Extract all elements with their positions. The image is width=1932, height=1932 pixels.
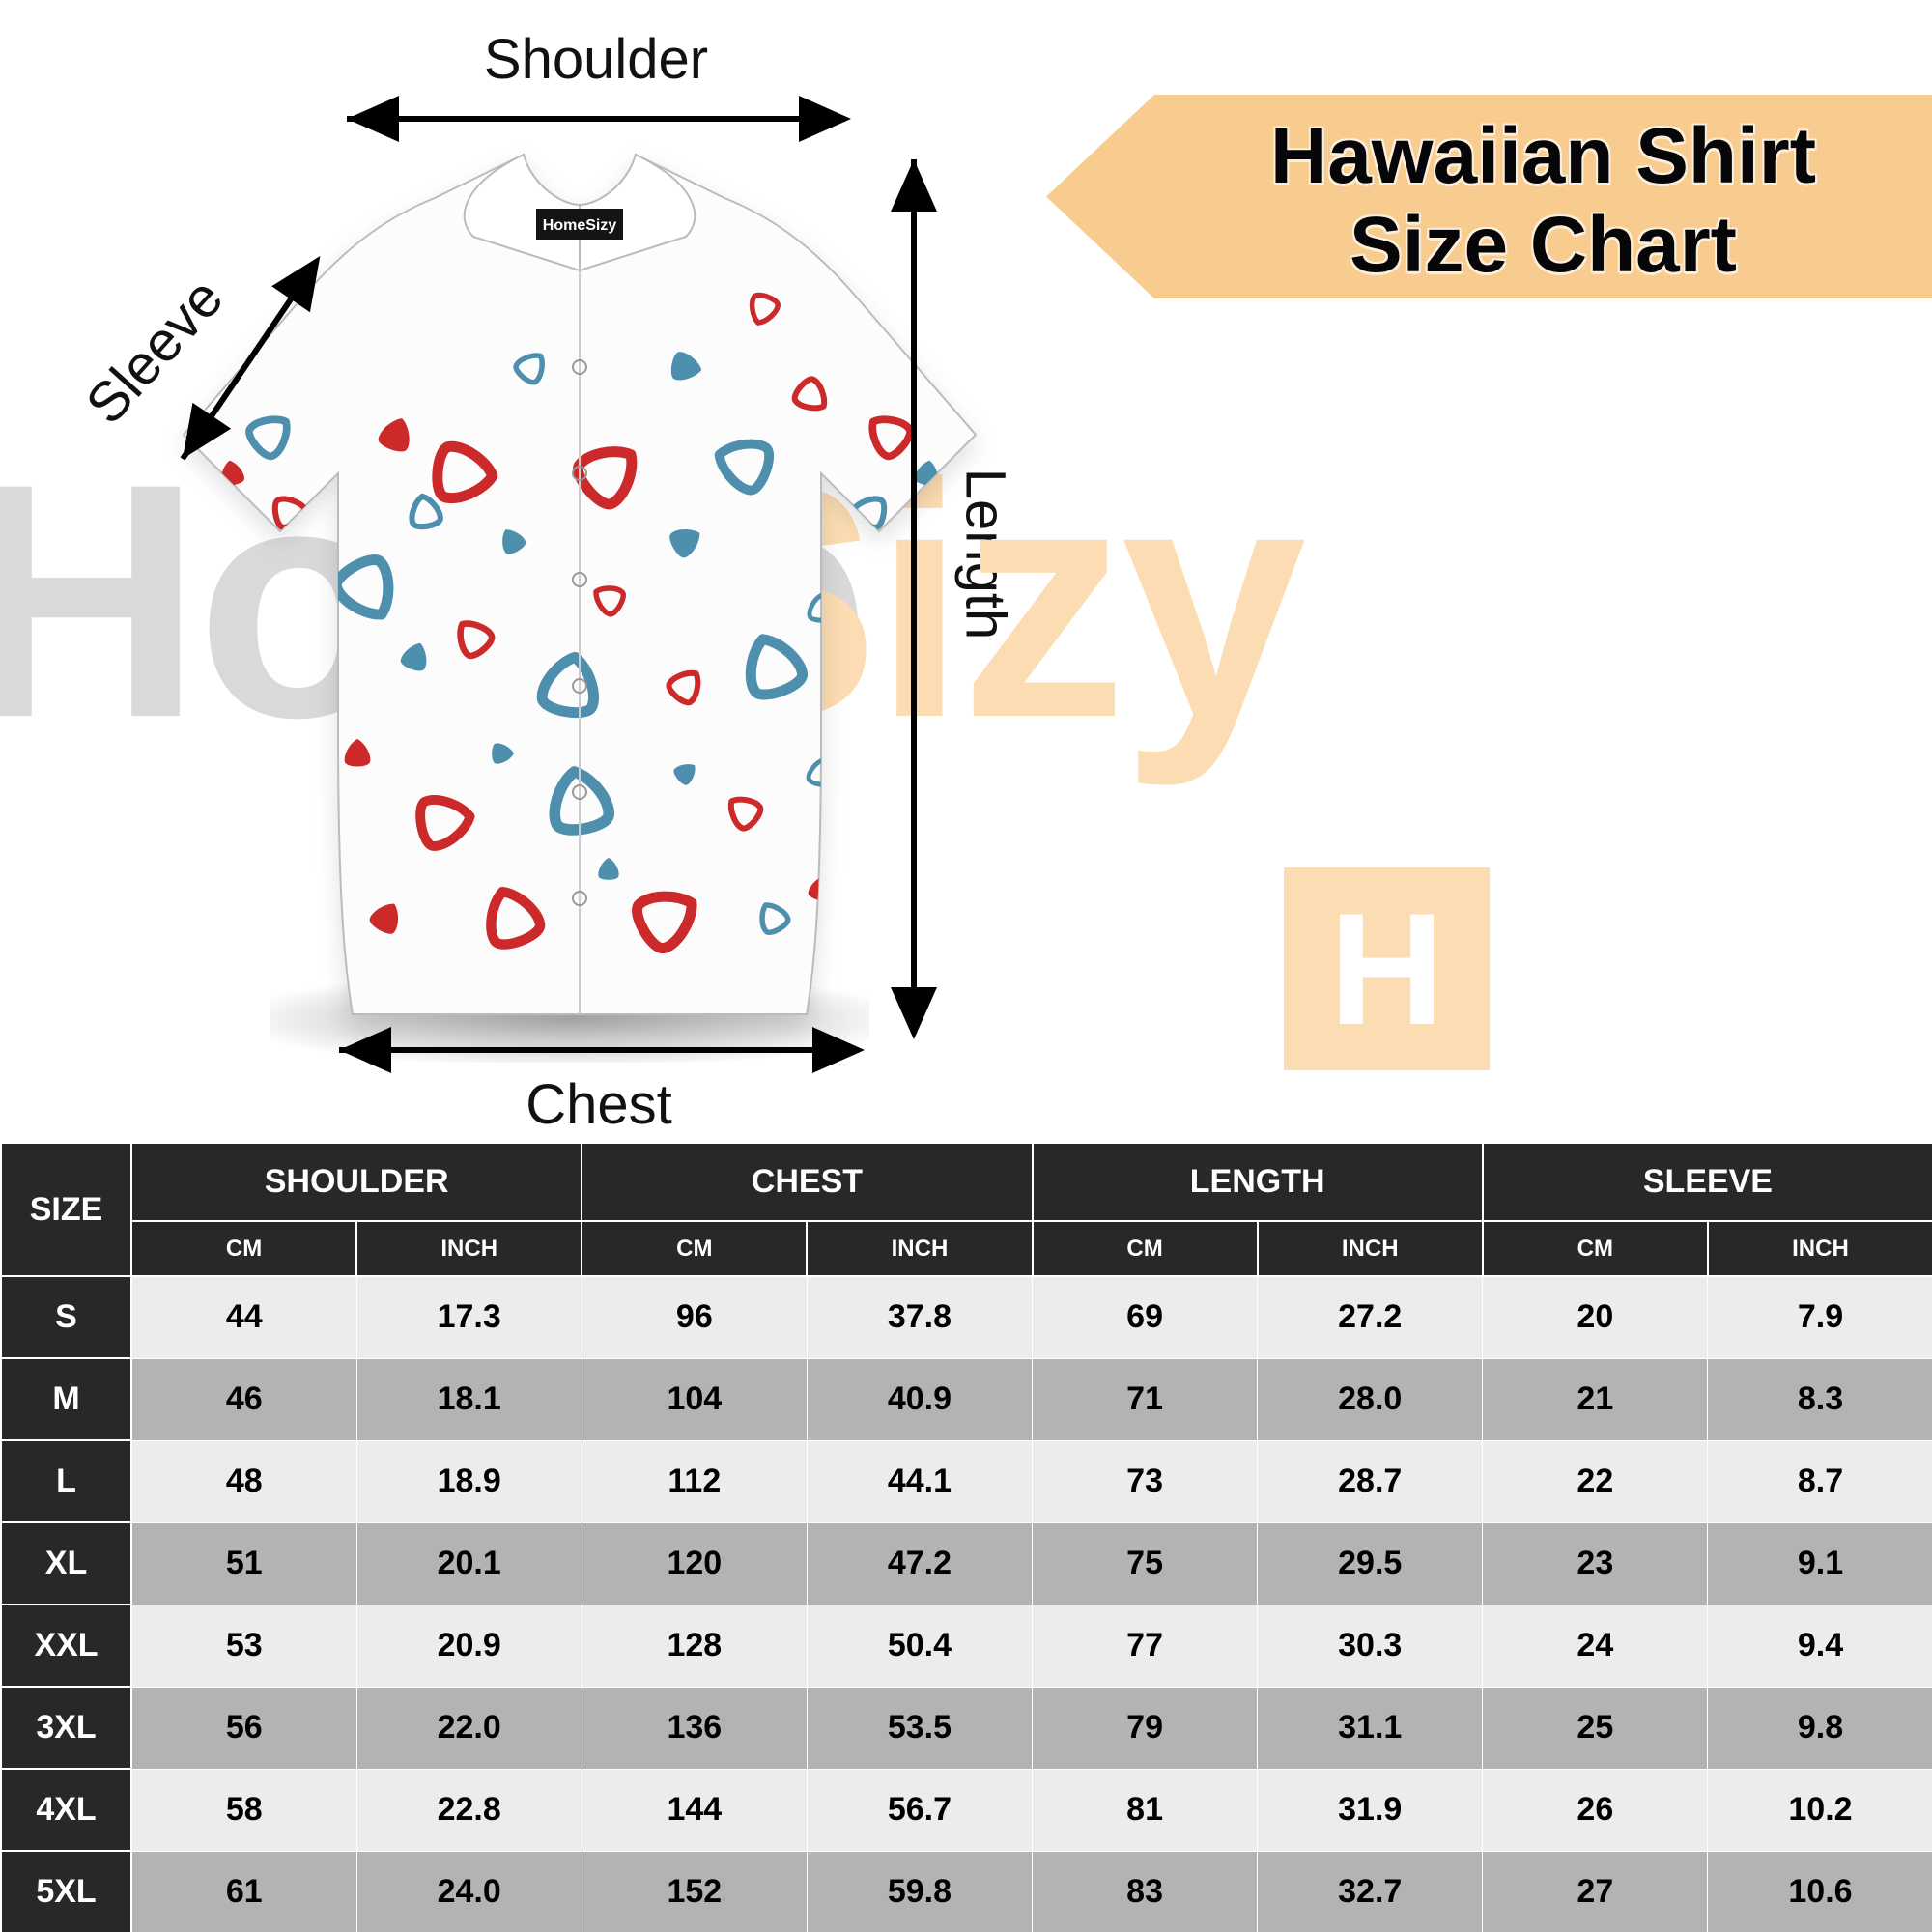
svg-text:HomeSizy: HomeSizy — [543, 217, 617, 234]
